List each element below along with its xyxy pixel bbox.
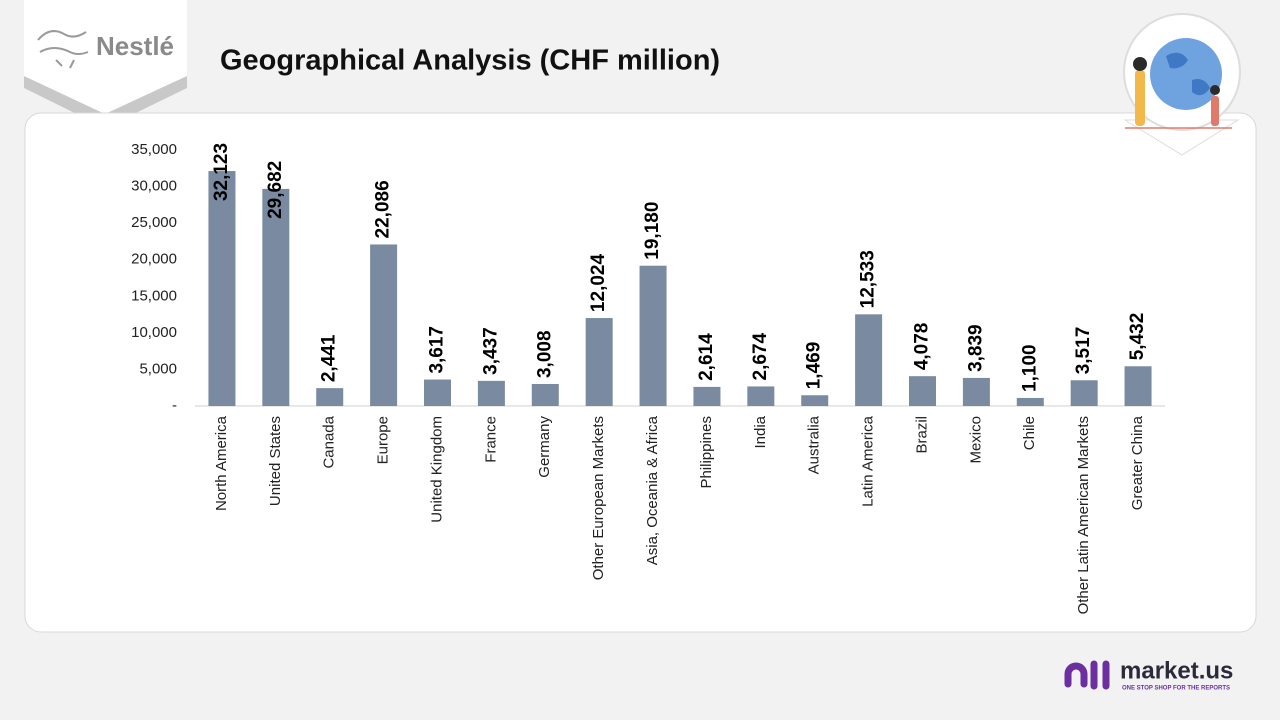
value-label: 29,682 (265, 161, 286, 219)
bar (801, 395, 829, 406)
value-label: 19,180 (642, 202, 663, 260)
x-tick-label: Greater China (1129, 415, 1146, 510)
x-tick-label: Brazil (913, 416, 930, 454)
x-tick-label: India (752, 415, 769, 448)
x-tick-label: France (482, 416, 499, 463)
x-tick-label: Philippines (698, 416, 715, 489)
x-tick-label: Latin America (860, 415, 877, 507)
y-tick-label: 35,000 (131, 141, 177, 158)
brand-icon (1064, 660, 1110, 690)
bar (639, 265, 667, 406)
y-tick-label: - (172, 397, 177, 414)
logo-box (24, 0, 187, 114)
bar (477, 380, 505, 406)
x-tick-label: United States (267, 416, 284, 506)
value-label: 12,533 (858, 250, 879, 308)
brand-name: market.us (1120, 657, 1233, 684)
value-label: 5,432 (1127, 313, 1148, 361)
bar (424, 379, 451, 406)
bar (747, 386, 775, 406)
value-label: 4,078 (912, 323, 933, 371)
value-label: 3,517 (1073, 327, 1094, 375)
value-label: 3,839 (965, 324, 986, 372)
bar (316, 388, 344, 406)
value-label: 3,617 (427, 326, 448, 374)
value-label: 3,437 (480, 327, 501, 375)
y-tick-label: 5,000 (139, 360, 177, 377)
logo-text: Nestlé (96, 31, 174, 61)
x-tick-label: Canada (321, 415, 338, 468)
x-tick-label: Asia, Oceania & Africa (644, 415, 661, 565)
value-label: 1,469 (804, 342, 825, 390)
y-tick-label: 15,000 (131, 287, 177, 304)
x-tick-label: United Kingdom (428, 416, 445, 523)
bar (962, 377, 990, 406)
x-tick-label: Australia (806, 415, 823, 474)
globe-illustration (1123, 13, 1241, 156)
bar (855, 314, 883, 406)
x-tick-label: Chile (1021, 416, 1038, 450)
y-tick-label: 10,000 (131, 324, 177, 341)
value-label: 2,674 (750, 332, 771, 380)
bar (585, 318, 613, 406)
logo-bird (37, 30, 89, 69)
x-tick-label: Mexico (967, 416, 984, 464)
y-tick-label: 20,000 (131, 251, 177, 268)
bar (208, 171, 236, 406)
x-tick-label: Other European Markets (590, 416, 607, 580)
value-label: 22,086 (373, 180, 394, 238)
bar (531, 383, 559, 406)
value-label: 2,441 (319, 334, 340, 382)
value-label: 3,008 (534, 330, 555, 378)
bar (1124, 366, 1152, 406)
x-tick-label: North America (213, 415, 230, 511)
value-label: 12,024 (588, 254, 609, 313)
x-tick-label: Other Latin American Markets (1075, 416, 1092, 614)
bar (262, 188, 290, 406)
value-label: 2,614 (696, 333, 717, 381)
x-tick-label: Europe (375, 416, 392, 464)
bar (1070, 380, 1098, 406)
brand-tagline: ONE STOP SHOP FOR THE REPORTS (1122, 686, 1230, 692)
bar (1016, 397, 1044, 406)
chart-title: Geographical Analysis (CHF million) (220, 45, 720, 77)
y-tick-label: 30,000 (131, 178, 177, 195)
value-label: 32,123 (211, 143, 232, 201)
x-tick-label: Germany (536, 416, 553, 478)
value-label: 1,100 (1019, 344, 1040, 392)
bar (909, 376, 936, 406)
y-tick-label: 25,000 (131, 214, 177, 231)
bar (693, 386, 721, 406)
bar (370, 244, 398, 406)
